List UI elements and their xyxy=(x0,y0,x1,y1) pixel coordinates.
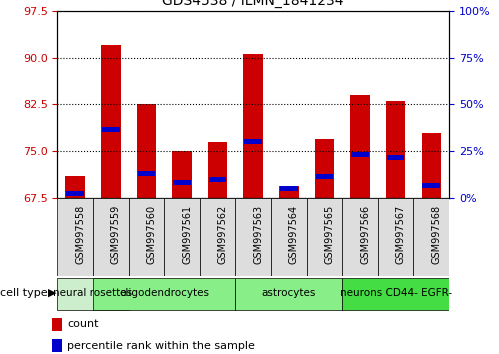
Bar xyxy=(65,176,85,198)
Text: GSM997564: GSM997564 xyxy=(289,205,299,264)
Text: GSM997558: GSM997558 xyxy=(75,205,85,264)
Bar xyxy=(414,198,449,276)
Text: GSM997562: GSM997562 xyxy=(218,205,228,264)
Bar xyxy=(164,198,200,276)
Bar xyxy=(102,127,120,132)
Bar xyxy=(271,198,307,276)
Bar xyxy=(236,278,342,310)
Text: ▶: ▶ xyxy=(48,288,57,298)
Text: GSM997559: GSM997559 xyxy=(111,205,121,264)
Bar xyxy=(93,278,236,310)
Bar xyxy=(244,55,263,198)
Text: neurons CD44- EGFR-: neurons CD44- EGFR- xyxy=(340,288,452,298)
Bar xyxy=(386,101,406,198)
Bar xyxy=(138,171,155,176)
Bar xyxy=(387,155,405,160)
Bar xyxy=(200,198,236,276)
Bar xyxy=(350,95,370,198)
Bar xyxy=(93,198,129,276)
Text: GSM997568: GSM997568 xyxy=(431,205,441,264)
Text: GSM997565: GSM997565 xyxy=(324,205,334,264)
Text: GSM997561: GSM997561 xyxy=(182,205,192,264)
Bar xyxy=(129,198,164,276)
Text: oligodendrocytes: oligodendrocytes xyxy=(119,288,209,298)
Text: GSM997560: GSM997560 xyxy=(146,205,156,264)
Text: percentile rank within the sample: percentile rank within the sample xyxy=(67,341,255,350)
Text: astrocytes: astrocytes xyxy=(261,288,316,298)
Bar xyxy=(279,186,298,198)
Text: GSM997567: GSM997567 xyxy=(396,205,406,264)
Bar xyxy=(57,278,129,310)
Bar xyxy=(66,191,84,196)
Bar xyxy=(245,139,262,144)
Bar xyxy=(51,318,62,331)
Text: count: count xyxy=(67,319,99,329)
Text: GSM997566: GSM997566 xyxy=(360,205,370,264)
Bar xyxy=(422,132,441,198)
Text: neural rosettes: neural rosettes xyxy=(53,288,133,298)
Bar xyxy=(209,177,227,182)
Bar xyxy=(101,45,121,198)
Text: GSM997563: GSM997563 xyxy=(253,205,263,264)
Bar xyxy=(172,151,192,198)
Bar xyxy=(236,198,271,276)
Bar xyxy=(208,142,228,198)
Bar xyxy=(315,139,334,198)
Bar xyxy=(423,183,440,188)
Title: GDS4538 / ILMN_1841234: GDS4538 / ILMN_1841234 xyxy=(163,0,344,8)
Bar xyxy=(173,180,191,185)
Bar xyxy=(316,174,333,179)
Bar xyxy=(280,186,298,192)
Bar xyxy=(51,339,62,352)
Bar xyxy=(351,152,369,157)
Bar xyxy=(378,198,414,276)
Bar xyxy=(57,198,93,276)
Bar xyxy=(342,198,378,276)
Bar xyxy=(307,198,342,276)
Bar xyxy=(137,104,156,198)
Bar xyxy=(342,278,449,310)
Text: cell type: cell type xyxy=(0,288,48,298)
